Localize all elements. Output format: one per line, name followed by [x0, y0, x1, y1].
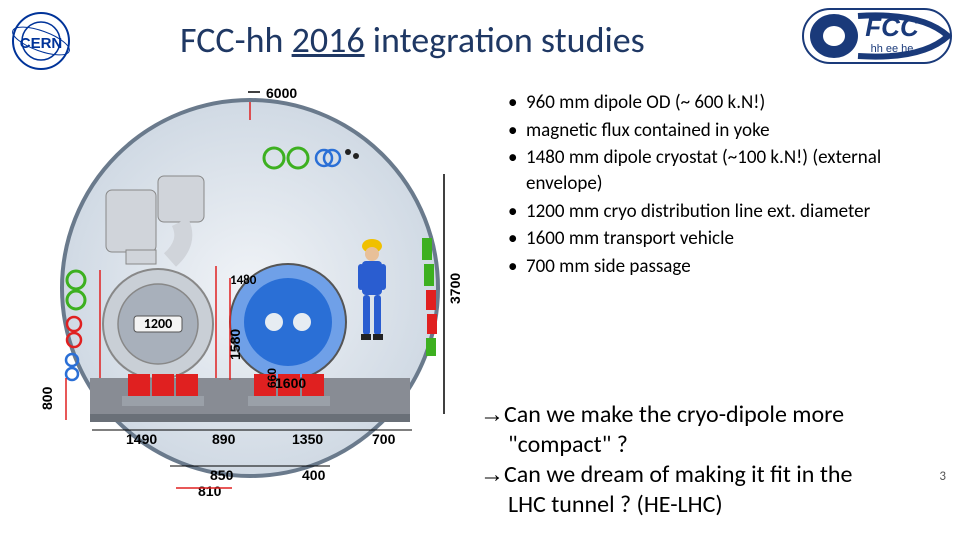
bullet-item: 1200 mm cryo distribution line ext. diam…: [526, 199, 940, 225]
svg-text:6000: 6000: [266, 85, 297, 101]
question-text: LHC tunnel ? (HE-LHC): [480, 490, 950, 520]
arrow-icon: →: [480, 401, 504, 428]
svg-text:CERN: CERN: [20, 35, 63, 52]
fcc-logo: FCC hh ee he: [802, 8, 952, 64]
bullet-item: 1600 mm transport vehicle: [526, 226, 940, 252]
question-block: →Can we make the cryo-dipole more "compa…: [480, 400, 950, 520]
bullet-item: 700 mm side passage: [526, 254, 940, 280]
svg-text:890: 890: [212, 431, 236, 447]
bullet-item: 1480 mm dipole cryostat (~100 k.N!) (ext…: [526, 145, 940, 196]
question-text: Can we dream of making it fit in the: [504, 460, 852, 489]
bullet-item: 960 mm dipole OD (~ 600 k.N!): [526, 90, 940, 116]
svg-text:700: 700: [372, 431, 396, 447]
svg-text:800: 800: [39, 386, 55, 410]
question-text: "compact" ?: [480, 430, 950, 460]
svg-text:400: 400: [302, 467, 326, 483]
svg-text:1350: 1350: [292, 431, 323, 447]
question-text: Can we make the cryo-dipole more: [504, 400, 844, 429]
tunnel-cross-section-diagram: 1200 1480: [30, 78, 470, 498]
spec-bullet-list: 960 mm dipole OD (~ 600 k.N!) magnetic f…: [500, 90, 940, 281]
bullet-item: magnetic flux contained in yoke: [526, 118, 940, 144]
svg-text:850: 850: [210, 467, 234, 483]
slide-number: 3: [939, 469, 946, 484]
svg-text:810: 810: [198, 483, 222, 498]
svg-text:1480: 1480: [230, 273, 257, 288]
svg-text:1200: 1200: [144, 315, 172, 332]
slide-title: FCC-hh 2016 integration studies: [180, 18, 645, 62]
svg-text:1580: 1580: [227, 329, 243, 360]
svg-text:3700: 3700: [447, 273, 463, 304]
cern-logo: CERN: [8, 8, 74, 74]
svg-text:1600: 1600: [275, 375, 306, 391]
svg-text:1490: 1490: [126, 431, 157, 447]
arrow-icon: →: [480, 461, 504, 488]
